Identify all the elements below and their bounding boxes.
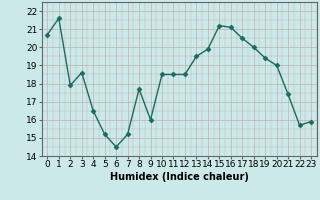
X-axis label: Humidex (Indice chaleur): Humidex (Indice chaleur) xyxy=(110,172,249,182)
